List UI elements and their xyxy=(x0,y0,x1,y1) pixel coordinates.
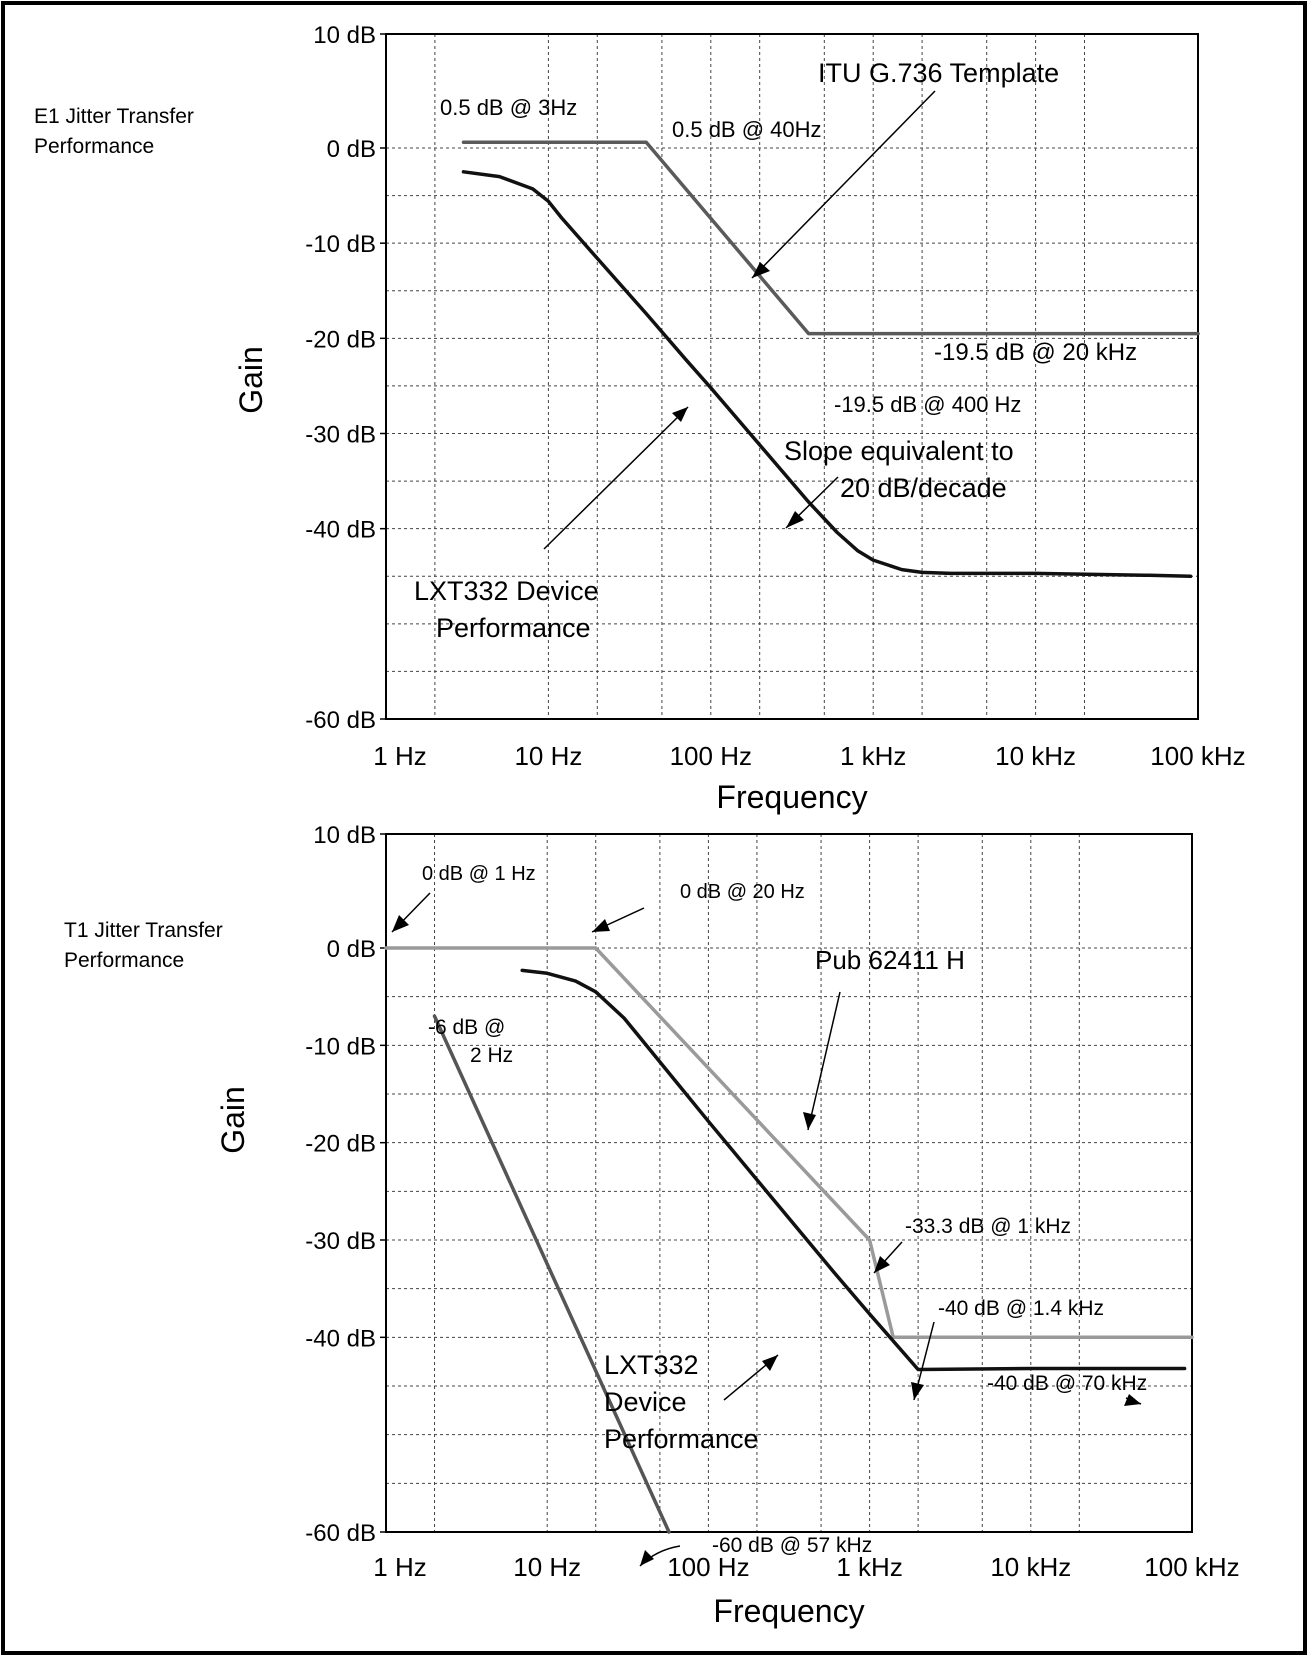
annotation-e1-0-5db-3hz: 0.5 dB @ 3Hz xyxy=(440,95,577,120)
e1-y-tick-label: 0 dB xyxy=(327,136,376,163)
e1-plot-frame xyxy=(385,33,1199,720)
annotation-slope-line1: Slope equivalent to xyxy=(784,436,1014,466)
e1-x-tick-label: 100 Hz xyxy=(670,741,752,771)
t1-series-line-0 xyxy=(384,946,1194,1340)
annotation-e1-0-5db-40hz: 0.5 dB @ 40Hz xyxy=(672,117,822,142)
arrowhead-t1-0db-20hz xyxy=(592,919,610,932)
t1-y-axis-label: Gain xyxy=(215,1086,251,1154)
t1-chart-annotations: T1 Jitter Transfer Performance 0 dB @ 1 … xyxy=(64,863,1147,1567)
arrowhead-slope xyxy=(786,511,804,528)
t1-grid xyxy=(386,834,1192,1532)
annotation-e1-lxt332-line1: LXT332 Device xyxy=(414,576,599,606)
arrowhead-t1-60db-57khz xyxy=(640,1550,654,1566)
e1-y-axis-label: Gain xyxy=(233,346,269,414)
annotation-slope-line2: 20 dB/decade xyxy=(840,473,1007,503)
e1-side-title-line1: E1 Jitter Transfer xyxy=(34,105,194,128)
t1-arrowheads xyxy=(392,915,1141,1566)
t1-x-tick-label: 1 kHz xyxy=(836,1552,902,1582)
t1-series-line-2 xyxy=(432,1014,671,1534)
t1-side-title-line2: Performance xyxy=(64,949,184,972)
t1-x-tick-label: 100 Hz xyxy=(667,1552,749,1582)
t1-series-line-1 xyxy=(520,968,1187,1372)
e1-x-tick-label: 10 Hz xyxy=(514,741,582,771)
annotation-t1-minus6db-line1: -6 dB @ xyxy=(428,1016,505,1039)
annotation-t1-lxt332-line1: LXT332 xyxy=(604,1350,699,1380)
e1-y-tick-label: -30 dB xyxy=(305,422,376,449)
annotation-t1-40db-70khz: -40 dB @ 70 kHz xyxy=(987,1372,1147,1395)
arrowhead-pub-62411h xyxy=(803,1112,816,1130)
e1-series-line-1 xyxy=(461,170,1193,579)
annotation-t1-lxt332-line2: Device xyxy=(604,1387,687,1417)
e1-y-tick-label: -20 dB xyxy=(305,326,376,353)
e1-chart: 10 dB 0 dB -10 dB -20 dB -30 dB -40 dB -60 dB 1… xyxy=(233,22,1246,815)
t1-plot-frame xyxy=(385,833,1193,1533)
arrowhead-t1-40db-70khz xyxy=(1124,1394,1141,1406)
e1-x-tick-label: 10 kHz xyxy=(995,741,1076,771)
t1-chart: 10 dB 0 dB -10 dB -20 dB -30 dB -40 dB -60 dB 1… xyxy=(215,822,1240,1629)
e1-x-axis-label: Frequency xyxy=(716,779,867,815)
arrow-itu-template xyxy=(751,90,936,279)
arrowhead-t1-lxt332 xyxy=(762,1355,778,1371)
e1-side-title-line2: Performance xyxy=(34,135,154,158)
t1-x-tick-label: 10 kHz xyxy=(990,1552,1071,1582)
annotation-t1-40db-1-4khz: -40 dB @ 1.4 kHz xyxy=(938,1297,1104,1320)
annotation-t1-0db-1hz: 0 dB @ 1 Hz xyxy=(422,863,536,885)
t1-side-title-line1: T1 Jitter Transfer xyxy=(64,919,223,942)
e1-y-tick-label: 10 dB xyxy=(313,22,376,49)
annotation-t1-lxt332-line3: Performance xyxy=(604,1424,759,1454)
e1-grid xyxy=(386,34,1198,719)
arrow-pub-62411h xyxy=(807,991,841,1131)
e1-series-line-0 xyxy=(461,140,1200,336)
annotation-pub-62411h: Pub 62411 H xyxy=(815,945,965,975)
t1-x-tick-label: 10 Hz xyxy=(513,1552,581,1582)
annotation-t1-60db-57khz: -60 dB @ 57 kHz xyxy=(712,1534,872,1557)
e1-x-tick-label: 1 Hz xyxy=(373,741,426,771)
e1-x-tick-label: 1 kHz xyxy=(840,741,906,771)
t1-x-tick-label: 1 Hz xyxy=(373,1552,426,1582)
arrow-e1-lxt332 xyxy=(543,406,689,550)
e1-arrowheads xyxy=(672,262,804,528)
t1-x-axis-label: Frequency xyxy=(713,1593,864,1629)
arrowhead-t1-40db-1-4khz xyxy=(911,1382,924,1400)
t1-y-tick-label: 10 dB xyxy=(313,822,376,849)
t1-x-tick-label: 100 kHz xyxy=(1144,1552,1239,1582)
e1-y-tick-label: -10 dB xyxy=(305,231,376,258)
t1-y-tick-label: -60 dB xyxy=(305,1520,376,1547)
e1-x-tick-label: 100 kHz xyxy=(1150,741,1245,771)
e1-chart-annotations: E1 Jitter Transfer Performance 0.5 dB @ … xyxy=(34,58,1137,643)
annotation-t1-33db-1khz: -33.3 dB @ 1 kHz xyxy=(905,1215,1071,1238)
t1-y-tick-label: 0 dB xyxy=(327,936,376,963)
t1-y-tick-label: -30 dB xyxy=(305,1228,376,1255)
e1-y-tick-label: -40 dB xyxy=(305,517,376,544)
annotation-e1-lxt332-line2: Performance xyxy=(436,613,591,643)
t1-y-tick-label: -20 dB xyxy=(305,1131,376,1158)
annotation-t1-minus6db-line2: 2 Hz xyxy=(470,1044,513,1067)
arrowhead-e1-lxt332 xyxy=(672,407,688,422)
t1-y-tick-label: -10 dB xyxy=(305,1033,376,1060)
annotation-itu-template: ITU G.736 Template xyxy=(818,58,1059,88)
annotation-e1-19-5db-20khz: -19.5 dB @ 20 kHz xyxy=(934,339,1137,366)
arrowhead-t1-33db-1khz xyxy=(874,1256,890,1273)
t1-y-tick-label: -40 dB xyxy=(305,1325,376,1352)
annotation-t1-0db-20hz: 0 dB @ 20 Hz xyxy=(680,881,805,903)
annotation-e1-19-5db-400hz: -19.5 dB @ 400 Hz xyxy=(834,392,1021,417)
arrowhead-itu-template xyxy=(752,262,770,278)
e1-y-tick-label: -60 dB xyxy=(305,707,376,734)
arrowhead-t1-0db-1hz xyxy=(392,915,409,932)
